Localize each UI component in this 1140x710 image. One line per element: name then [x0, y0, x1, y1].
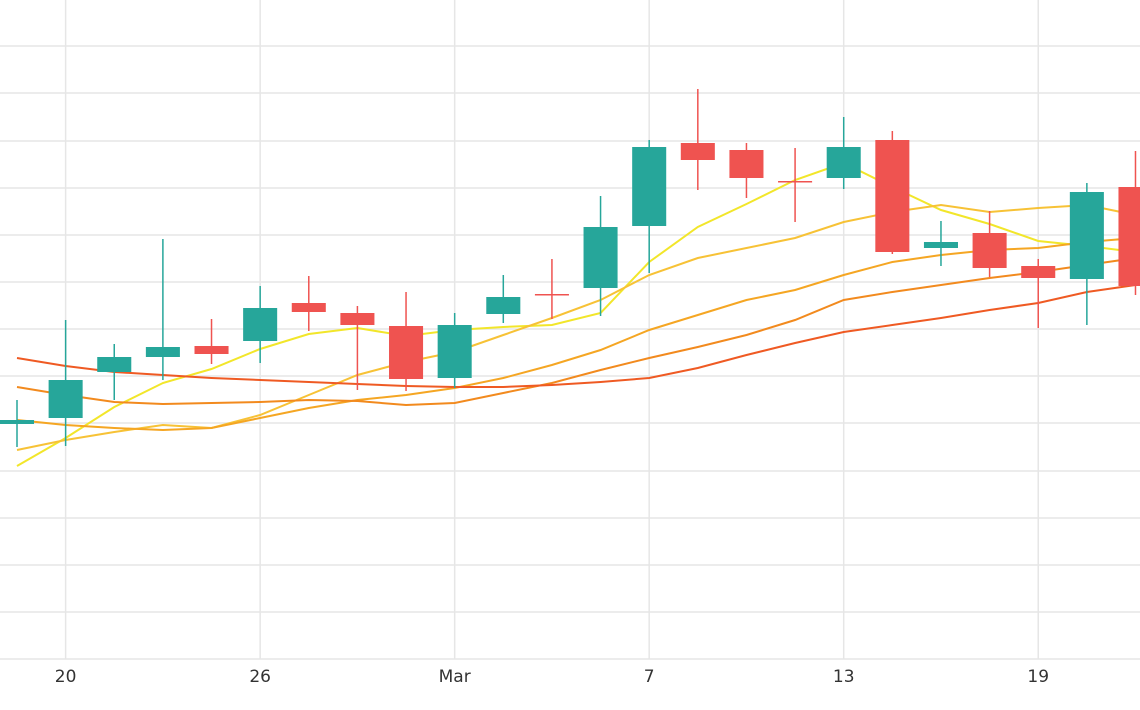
moving-average-line — [16, 284, 1136, 388]
candle — [1069, 183, 1104, 325]
candle-body — [48, 380, 83, 418]
candle-body — [486, 297, 521, 314]
x-tick-label: 19 — [1027, 667, 1049, 687]
candle — [48, 320, 83, 446]
candle-body — [826, 147, 861, 178]
candle-body — [972, 233, 1007, 268]
candle — [389, 292, 424, 391]
candle — [1118, 151, 1140, 295]
moving-average-line — [16, 237, 1136, 432]
candle — [486, 275, 521, 323]
candle-body — [291, 303, 326, 312]
x-tick-label: 26 — [249, 667, 271, 687]
moving-average-line — [16, 161, 1136, 467]
candle — [0, 400, 35, 447]
candle-body — [437, 325, 472, 378]
candle — [729, 143, 764, 198]
candle-body — [389, 326, 424, 379]
candle-body — [194, 346, 229, 354]
candle-body — [1021, 266, 1056, 278]
candle — [923, 221, 958, 266]
candle — [291, 276, 326, 331]
x-tick-label: 7 — [644, 667, 655, 687]
candle — [340, 306, 375, 390]
candle-body — [97, 357, 132, 372]
candle-body — [340, 313, 375, 325]
candle — [437, 313, 472, 388]
x-tick-label: Mar — [439, 667, 471, 687]
x-tick-label: 20 — [55, 667, 77, 687]
candle — [778, 148, 813, 222]
candle — [680, 89, 715, 190]
candle — [534, 259, 569, 319]
candle-body — [1118, 187, 1140, 286]
candle-body — [875, 140, 910, 252]
candle — [632, 140, 667, 273]
candle — [826, 117, 861, 189]
candle-body — [145, 347, 180, 357]
candle — [145, 239, 180, 380]
candle-body — [632, 147, 667, 226]
x-tick-label: 13 — [833, 667, 855, 687]
candle-body — [243, 308, 278, 341]
moving-average-line — [16, 257, 1136, 407]
candle — [1021, 259, 1056, 328]
candle-body — [778, 181, 813, 183]
candle — [583, 196, 618, 316]
candle — [97, 344, 132, 400]
candle — [243, 286, 278, 363]
candle-body — [923, 242, 958, 248]
candle-body — [729, 150, 764, 178]
candle-body — [1069, 192, 1104, 279]
candle — [875, 131, 910, 254]
candle — [972, 211, 1007, 277]
candle-body — [534, 294, 569, 296]
candle-body — [583, 227, 618, 288]
candle-body — [0, 420, 35, 424]
candle-body — [680, 143, 715, 160]
candle — [194, 319, 229, 364]
moving-average-line — [16, 203, 1136, 451]
